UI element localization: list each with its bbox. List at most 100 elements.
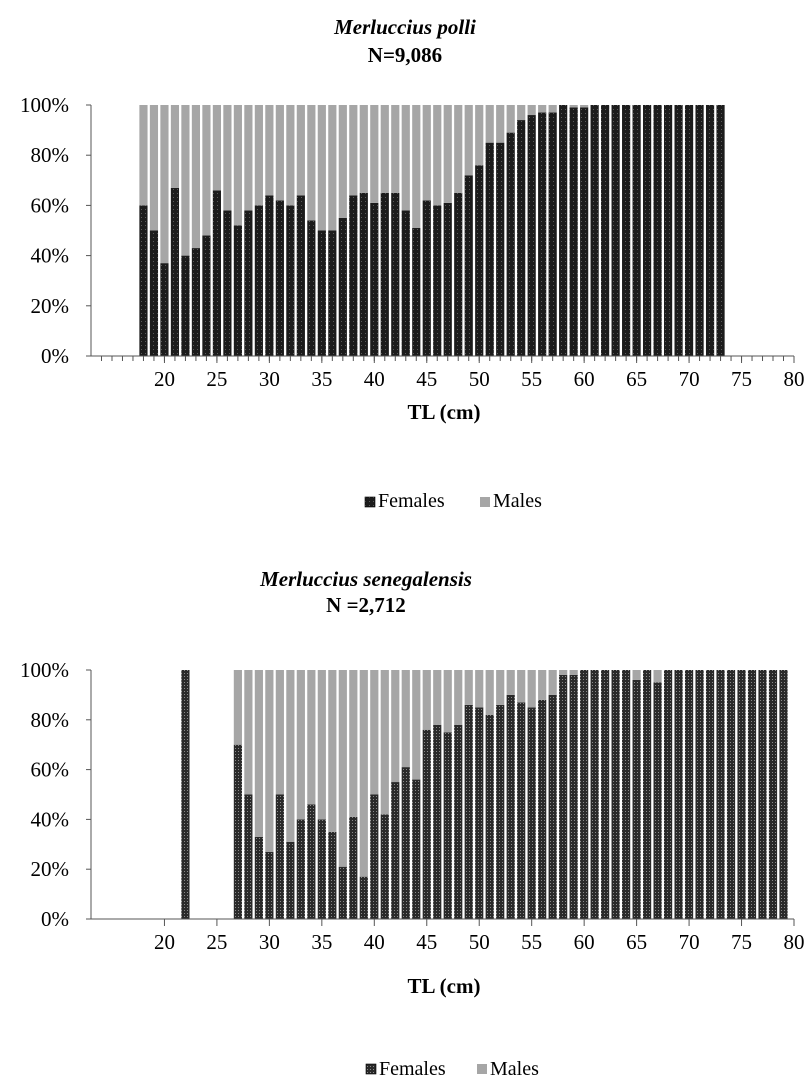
bar-males bbox=[422, 105, 431, 201]
y-tick-label: 40% bbox=[31, 244, 70, 268]
bar-females bbox=[664, 105, 673, 356]
legend-swatch-females bbox=[365, 1063, 377, 1075]
bar-females bbox=[475, 165, 484, 356]
x-tick-label: 80 bbox=[784, 367, 805, 391]
bar-females bbox=[517, 702, 526, 919]
x-tick-label: 35 bbox=[311, 367, 332, 391]
bar-males bbox=[349, 670, 358, 817]
bar-females bbox=[664, 670, 673, 919]
bar-females bbox=[349, 816, 358, 919]
x-tick-label: 60 bbox=[574, 930, 595, 954]
chart-2-bars bbox=[181, 670, 788, 919]
x-tick-label: 30 bbox=[259, 367, 280, 391]
x-tick-label: 65 bbox=[626, 930, 647, 954]
bar-males bbox=[244, 105, 253, 211]
legend-label-males: Males bbox=[493, 490, 542, 512]
bar-males bbox=[328, 670, 337, 832]
bar-females bbox=[191, 248, 201, 356]
bar-males bbox=[286, 670, 295, 842]
chart-1-bars bbox=[139, 105, 725, 356]
bar-females bbox=[590, 105, 599, 356]
bar-males bbox=[160, 105, 169, 264]
bar-females bbox=[328, 230, 337, 356]
bar-females bbox=[443, 732, 452, 919]
bar-females bbox=[454, 192, 463, 356]
bar-males bbox=[475, 105, 484, 166]
bar-females bbox=[181, 255, 190, 356]
bar-females bbox=[391, 782, 400, 919]
bar-females bbox=[433, 724, 442, 919]
bar-females bbox=[212, 190, 221, 356]
bar-females bbox=[317, 230, 326, 356]
bar-males bbox=[391, 670, 400, 783]
bar-males bbox=[538, 670, 547, 700]
bar-males bbox=[527, 105, 536, 116]
x-tick-label: 25 bbox=[206, 930, 227, 954]
x-tick-label: 55 bbox=[521, 930, 542, 954]
bar-females bbox=[380, 192, 389, 356]
bar-females bbox=[422, 200, 431, 356]
y-tick-label: 100% bbox=[20, 658, 69, 682]
y-tick-label: 20% bbox=[31, 294, 70, 318]
chart-2-axes: 0% 20% 40% 60% 80% 100% 20 25 30 35 40 45 50 55 60 65 70… bbox=[20, 658, 805, 954]
bar-females bbox=[506, 694, 515, 919]
bar-females bbox=[779, 670, 788, 919]
bar-females bbox=[391, 192, 400, 356]
bar-males bbox=[496, 670, 505, 705]
bar-males bbox=[485, 670, 494, 715]
bar-females bbox=[223, 210, 232, 356]
bar-males bbox=[653, 670, 662, 683]
bar-males bbox=[464, 105, 473, 176]
bar-males bbox=[485, 105, 494, 143]
bar-males bbox=[401, 105, 410, 211]
bar-males bbox=[496, 105, 505, 143]
x-tick-label: 50 bbox=[469, 367, 490, 391]
bar-males bbox=[338, 105, 347, 218]
bar-females bbox=[401, 767, 410, 919]
bar-females bbox=[747, 670, 757, 919]
x-tick-label: 50 bbox=[469, 930, 490, 954]
x-tick-label: 75 bbox=[731, 930, 752, 954]
bar-males bbox=[569, 105, 578, 108]
chart-1-axes: 0% 20% 40% 60% 80% 100% 20 25 30 35 40 45 50 55 60 65 70… bbox=[20, 93, 805, 391]
bar-males bbox=[233, 670, 242, 745]
bar-females bbox=[496, 704, 505, 919]
bar-females bbox=[496, 142, 505, 356]
bar-males bbox=[359, 105, 368, 193]
bar-females bbox=[611, 670, 620, 919]
chart-2-title: Merluccius senegalensis bbox=[259, 567, 472, 591]
bar-females bbox=[296, 819, 305, 919]
bar-females bbox=[506, 132, 515, 356]
x-tick-label: 20 bbox=[154, 367, 175, 391]
bar-females bbox=[254, 836, 263, 919]
bar-males bbox=[223, 105, 232, 211]
legend-label-females: Females bbox=[379, 1058, 446, 1080]
chart-2: Merluccius senegalensis N =2,712 0% 20% 40… bbox=[20, 567, 805, 1080]
legend-label-males: Males bbox=[490, 1058, 539, 1080]
bar-females bbox=[716, 670, 725, 919]
bar-males bbox=[401, 670, 410, 768]
bar-females bbox=[684, 105, 694, 356]
x-tick-label: 40 bbox=[364, 367, 385, 391]
bar-females bbox=[653, 105, 662, 356]
bar-females bbox=[464, 704, 473, 919]
bar-males bbox=[380, 670, 389, 815]
bar-females bbox=[538, 699, 547, 919]
bar-females bbox=[527, 707, 536, 919]
bar-females bbox=[674, 105, 683, 356]
bar-males bbox=[548, 670, 557, 695]
y-tick-label: 0% bbox=[41, 344, 69, 368]
bar-males bbox=[412, 105, 421, 228]
bar-females bbox=[401, 210, 410, 356]
y-tick-label: 20% bbox=[31, 857, 70, 881]
bar-females bbox=[412, 227, 421, 356]
bar-males bbox=[433, 670, 442, 725]
y-tick-label: 60% bbox=[31, 758, 70, 782]
chart-1: Merluccius polli N=9,086 0% 20% 40% 60% 80% 1… bbox=[20, 15, 805, 512]
bar-males bbox=[286, 105, 295, 206]
bar-females bbox=[695, 105, 704, 356]
bar-females bbox=[454, 724, 463, 919]
bar-males bbox=[317, 670, 326, 820]
x-tick-label: 65 bbox=[626, 367, 647, 391]
